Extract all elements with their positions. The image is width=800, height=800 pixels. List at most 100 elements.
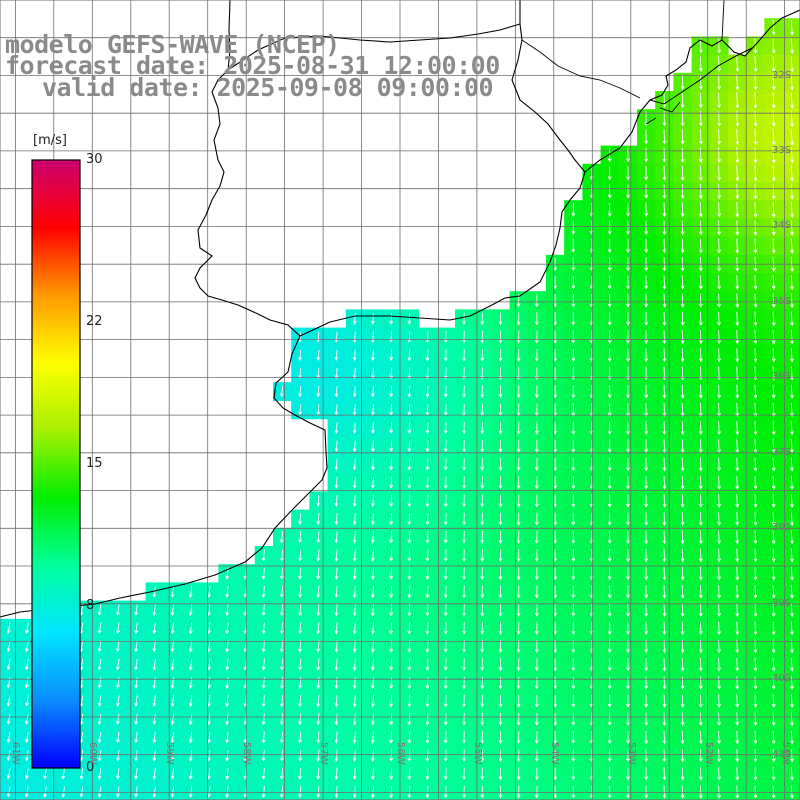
wind-arrow xyxy=(389,349,394,362)
wind-arrow xyxy=(370,531,375,544)
wind-arrow xyxy=(698,730,703,745)
wind-arrow xyxy=(662,275,667,290)
wind-arrow xyxy=(790,748,794,763)
wind-arrow xyxy=(698,202,703,218)
wind-arrow xyxy=(298,549,302,562)
wind-arrow xyxy=(571,658,576,672)
wind-arrow xyxy=(626,147,630,163)
wind-arrow xyxy=(680,220,685,236)
wind-arrow xyxy=(443,367,448,380)
wind-arrow xyxy=(698,183,703,200)
wind-arrow xyxy=(407,785,412,799)
wind-arrow xyxy=(790,165,795,182)
wind-arrow xyxy=(607,330,612,345)
wind-arrow xyxy=(370,549,375,562)
wind-arrow xyxy=(717,220,722,236)
wind-arrow xyxy=(389,749,394,762)
wind-arrow xyxy=(571,767,576,781)
wind-arrow xyxy=(698,566,703,581)
wind-arrow xyxy=(462,603,466,617)
wind-arrow xyxy=(498,549,503,563)
wind-arrow xyxy=(480,585,485,599)
wind-arrow xyxy=(115,640,120,653)
wind-arrow xyxy=(534,457,539,472)
wind-arrow xyxy=(352,640,357,653)
wind-arrow xyxy=(425,367,430,380)
wind-arrow xyxy=(389,640,394,653)
wind-arrow xyxy=(389,694,394,708)
wind-arrow xyxy=(717,694,722,708)
wind-arrow xyxy=(298,749,302,762)
wind-arrow xyxy=(680,147,685,163)
wind-arrow xyxy=(516,530,521,544)
wind-arrow xyxy=(644,238,649,254)
wind-arrow xyxy=(298,585,302,599)
wind-arrow xyxy=(516,512,521,526)
wind-arrow xyxy=(771,566,776,581)
wind-arrow xyxy=(134,695,139,707)
wind-arrow xyxy=(79,768,84,780)
wind-arrow xyxy=(607,275,612,290)
wind-arrow xyxy=(753,548,758,563)
wind-arrow xyxy=(534,785,539,799)
wind-arrow xyxy=(225,585,230,598)
wind-arrow xyxy=(480,458,485,471)
wind-arrow xyxy=(407,367,412,380)
wind-arrow xyxy=(735,128,740,146)
wind-arrow xyxy=(225,658,230,671)
wind-arrow xyxy=(534,512,539,526)
wind-arrow xyxy=(735,566,740,581)
wind-arrow xyxy=(516,458,521,472)
wind-arrow xyxy=(771,621,776,636)
wind-arrow xyxy=(680,457,685,472)
wind-arrow xyxy=(626,639,630,654)
wind-arrow xyxy=(170,622,175,635)
wind-arrow xyxy=(480,749,485,763)
wind-arrow xyxy=(771,457,776,472)
wind-arrow xyxy=(516,676,521,690)
wind-arrow xyxy=(279,549,284,562)
wind-arrow xyxy=(571,421,576,435)
wind-arrow xyxy=(790,512,794,527)
wind-arrow xyxy=(717,165,722,182)
wind-arrow xyxy=(680,184,685,200)
wind-arrow xyxy=(134,713,139,726)
wind-arrow xyxy=(626,603,630,617)
wind-arrow xyxy=(279,749,284,762)
wind-arrow xyxy=(571,275,576,290)
wind-arrow xyxy=(644,220,649,236)
wind-arrow xyxy=(407,713,412,726)
wind-arrow xyxy=(425,731,430,744)
wind-arrow xyxy=(225,749,230,762)
wind-arrow xyxy=(662,694,667,708)
wind-arrow xyxy=(407,767,412,781)
wind-arrow xyxy=(370,386,375,398)
wind-arrow xyxy=(753,712,758,727)
wind-arrow xyxy=(662,603,667,617)
wind-arrow xyxy=(790,603,794,618)
lon-label: 58W xyxy=(241,742,253,765)
wind-arrow xyxy=(334,640,339,653)
wind-arrow xyxy=(170,604,175,617)
lat-label: 35S xyxy=(772,295,792,307)
wind-arrow xyxy=(443,658,448,672)
wind-arrow xyxy=(790,621,794,636)
wind-arrow xyxy=(607,621,612,636)
wind-arrow xyxy=(462,585,466,599)
wind-arrow xyxy=(607,293,612,308)
wind-arrow xyxy=(407,567,412,581)
wind-arrow xyxy=(298,658,302,671)
wind-arrow xyxy=(771,493,776,508)
wind-arrow xyxy=(662,421,667,436)
wind-arrow xyxy=(680,494,685,508)
lon-label: 56W xyxy=(395,742,406,765)
wind-arrow xyxy=(790,530,794,545)
wind-arrow xyxy=(626,166,630,181)
wind-arrow xyxy=(370,713,375,726)
wind-arrow xyxy=(698,293,703,308)
wind-arrow xyxy=(425,621,430,635)
wind-arrow xyxy=(425,476,430,489)
wind-arrow xyxy=(334,786,339,799)
wind-arrow xyxy=(644,330,649,345)
wind-arrow xyxy=(607,348,612,363)
